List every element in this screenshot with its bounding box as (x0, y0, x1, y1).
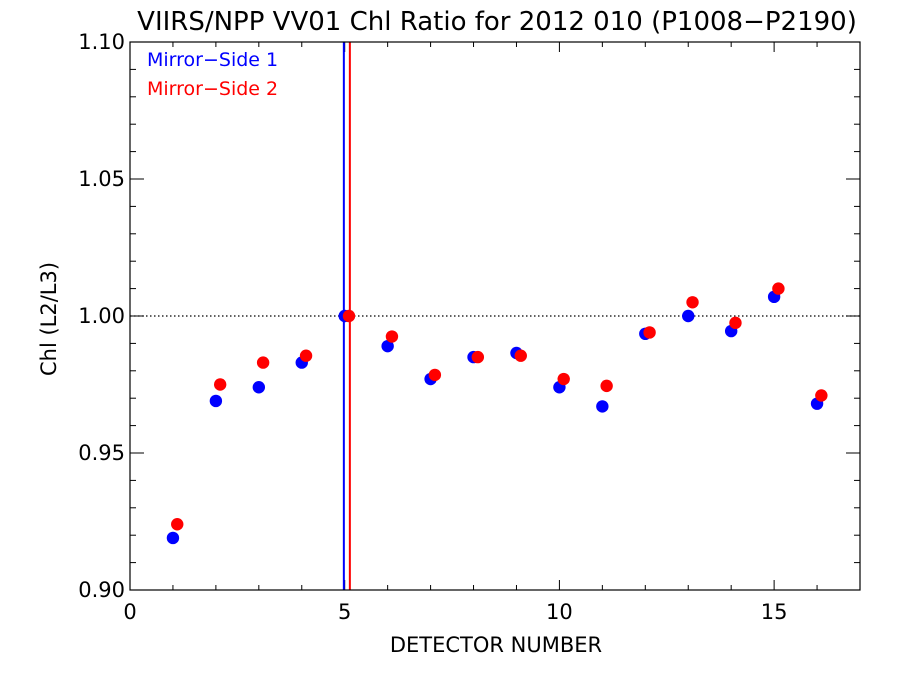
data-point-mirror-side-2 (514, 349, 527, 362)
data-point-mirror-side-2 (471, 350, 485, 364)
y-tick-label: 0.90 (78, 578, 125, 602)
data-point-mirror-side-2 (815, 389, 828, 402)
plot-frame (129, 41, 861, 591)
x-tick-label: 5 (338, 600, 351, 624)
data-point-mirror-side-2 (342, 309, 356, 323)
x-tick-label: 15 (761, 600, 788, 624)
x-axis-label: DETECTOR NUMBER (390, 633, 602, 657)
legend-entry-mirror-side-2: Mirror−Side 2 (147, 78, 278, 100)
data-point-mirror-side-2 (772, 282, 785, 295)
data-point-mirror-side-2 (557, 372, 570, 386)
data-point-mirror-side-2 (256, 356, 270, 369)
data-point-mirror-side-2 (729, 316, 742, 330)
chart-title: VIIRS/NPP VV01 Chl Ratio for 2012 010 (P… (137, 7, 857, 37)
data-point-mirror-side-1 (166, 531, 180, 545)
data-point-mirror-side-2 (213, 378, 227, 391)
legend-entry-mirror-side-1: Mirror−Side 1 (147, 49, 278, 71)
y-tick-label: 0.95 (78, 441, 125, 465)
data-point-mirror-side-2 (171, 518, 184, 531)
data-point-mirror-side-2 (643, 326, 656, 339)
y-axis-label: Chl (L2/L3) (37, 262, 61, 376)
x-tick-label: 0 (123, 600, 136, 624)
data-point-mirror-side-1 (381, 339, 394, 353)
data-point-mirror-side-2 (600, 379, 613, 393)
y-tick-label: 1.10 (78, 30, 125, 54)
y-tick-label: 1.00 (78, 304, 125, 328)
data-point-mirror-side-1 (209, 394, 223, 408)
data-point-mirror-side-2 (686, 296, 699, 309)
data-point-mirror-side-1 (252, 381, 266, 394)
data-point-mirror-side-2 (428, 368, 442, 382)
data-point-mirror-side-2 (299, 349, 313, 362)
plot-area: 0 5 10 15 0.90 0.95 1.00 1.05 1.10 (78, 30, 861, 624)
y-tick-label: 1.05 (78, 167, 125, 191)
data-point-mirror-side-1 (682, 309, 695, 323)
data-point-mirror-side-2 (385, 330, 399, 343)
x-tick-label: 10 (546, 600, 573, 624)
data-point-mirror-side-1 (596, 400, 609, 413)
